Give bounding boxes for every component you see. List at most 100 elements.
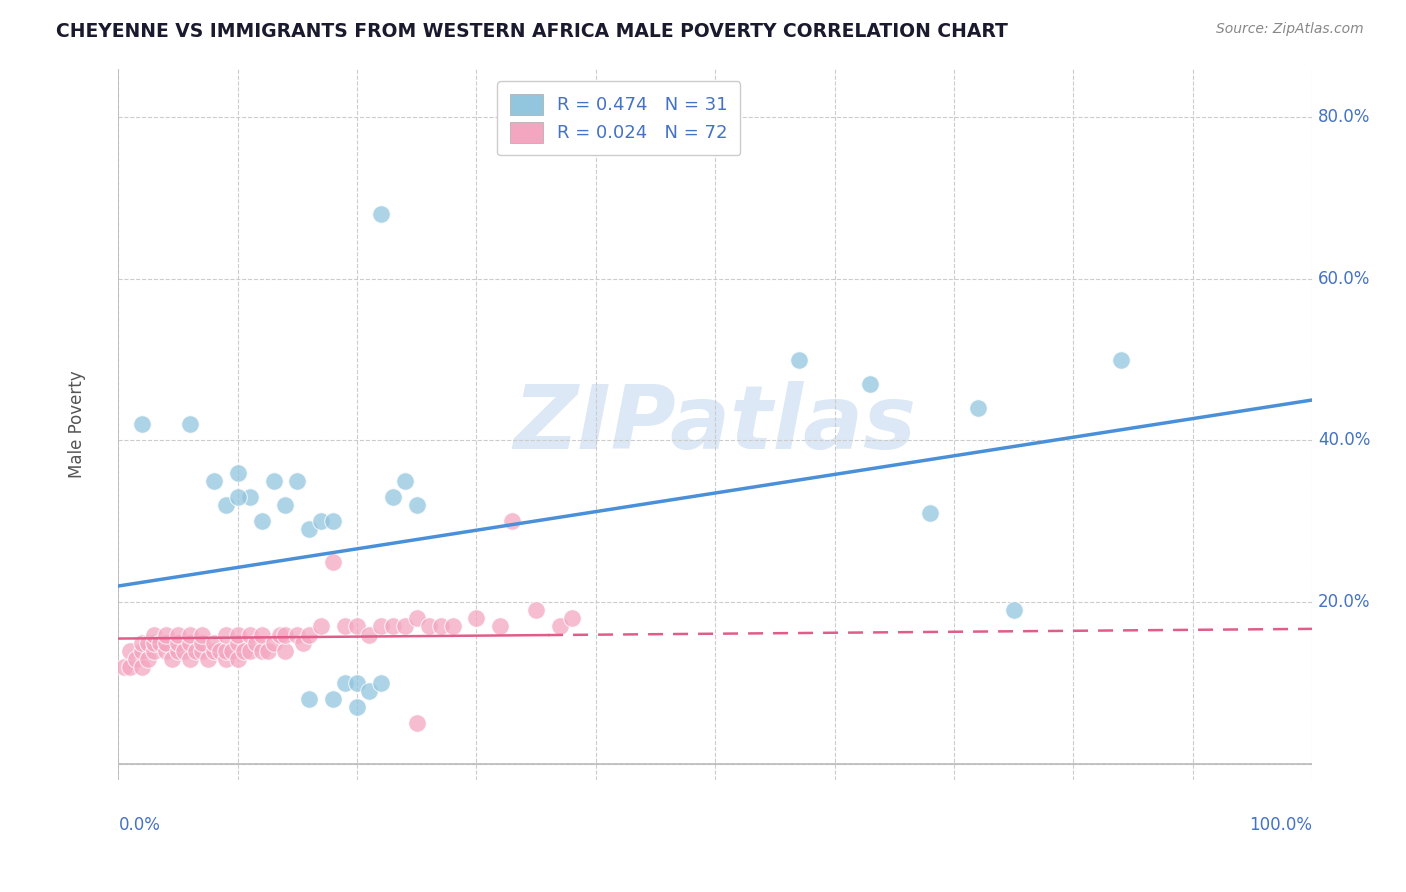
Point	[405, 498, 427, 512]
Point	[131, 660, 153, 674]
Point	[131, 635, 153, 649]
Point	[167, 627, 190, 641]
Point	[197, 652, 219, 666]
Point	[298, 627, 321, 641]
Point	[381, 490, 404, 504]
Point	[1002, 603, 1025, 617]
Point	[191, 627, 214, 641]
Point	[226, 627, 249, 641]
Point	[370, 207, 392, 221]
Point	[274, 643, 297, 657]
Point	[226, 466, 249, 480]
Point	[179, 635, 201, 649]
Point	[250, 514, 273, 528]
Point	[298, 692, 321, 706]
Point	[322, 514, 344, 528]
Legend: R = 0.474   N = 31, R = 0.024   N = 72: R = 0.474 N = 31, R = 0.024 N = 72	[498, 81, 741, 155]
Text: CHEYENNE VS IMMIGRANTS FROM WESTERN AFRICA MALE POVERTY CORRELATION CHART: CHEYENNE VS IMMIGRANTS FROM WESTERN AFRI…	[56, 22, 1008, 41]
Point	[346, 619, 368, 633]
Point	[429, 619, 451, 633]
Point	[322, 555, 344, 569]
Point	[322, 692, 344, 706]
Point	[274, 498, 297, 512]
Point	[441, 619, 464, 633]
Point	[191, 643, 214, 657]
Point	[333, 619, 356, 633]
Point	[215, 627, 238, 641]
Point	[418, 619, 440, 633]
Point	[167, 643, 190, 657]
Point	[131, 417, 153, 432]
Point	[167, 635, 190, 649]
Point	[245, 635, 267, 649]
Point	[250, 627, 273, 641]
Point	[136, 652, 159, 666]
Text: 20.0%: 20.0%	[1317, 593, 1371, 611]
Point	[405, 716, 427, 731]
Point	[239, 490, 262, 504]
Point	[1109, 352, 1132, 367]
Point	[184, 643, 207, 657]
Point	[179, 627, 201, 641]
Point	[208, 643, 231, 657]
Point	[155, 643, 177, 657]
Point	[311, 619, 333, 633]
Point	[120, 643, 142, 657]
Point	[370, 619, 392, 633]
Point	[202, 635, 225, 649]
Point	[394, 619, 416, 633]
Point	[160, 652, 183, 666]
Point	[250, 643, 273, 657]
Point	[311, 514, 333, 528]
Point	[143, 635, 166, 649]
Point	[263, 474, 285, 488]
Point	[292, 635, 315, 649]
Text: 0.0%: 0.0%	[118, 815, 160, 834]
Point	[202, 643, 225, 657]
Text: ZIPatlas: ZIPatlas	[513, 381, 917, 467]
Point	[287, 627, 309, 641]
Point	[405, 611, 427, 625]
Point	[489, 619, 512, 633]
Text: 60.0%: 60.0%	[1317, 269, 1371, 288]
Point	[239, 643, 262, 657]
Point	[179, 652, 201, 666]
Point	[918, 506, 941, 520]
Point	[263, 635, 285, 649]
Point	[381, 619, 404, 633]
Point	[966, 401, 988, 416]
Point	[501, 514, 523, 528]
Point	[136, 635, 159, 649]
Point	[357, 684, 380, 698]
Text: Male Poverty: Male Poverty	[67, 370, 86, 478]
Point	[112, 660, 135, 674]
Text: Source: ZipAtlas.com: Source: ZipAtlas.com	[1216, 22, 1364, 37]
Point	[256, 643, 278, 657]
Point	[787, 352, 810, 367]
Point	[226, 490, 249, 504]
Point	[226, 635, 249, 649]
Point	[859, 376, 882, 391]
Point	[346, 676, 368, 690]
Point	[287, 474, 309, 488]
Point	[239, 627, 262, 641]
Point	[149, 635, 172, 649]
Point	[173, 643, 195, 657]
Point	[346, 700, 368, 714]
Point	[298, 523, 321, 537]
Point	[333, 676, 356, 690]
Text: 80.0%: 80.0%	[1317, 108, 1371, 126]
Point	[357, 627, 380, 641]
Point	[215, 643, 238, 657]
Point	[465, 611, 488, 625]
Point	[269, 627, 291, 641]
Point	[548, 619, 571, 633]
Point	[215, 498, 238, 512]
Point	[120, 660, 142, 674]
Point	[215, 652, 238, 666]
Point	[131, 643, 153, 657]
Point	[179, 417, 201, 432]
Point	[394, 474, 416, 488]
Point	[191, 635, 214, 649]
Point	[524, 603, 547, 617]
